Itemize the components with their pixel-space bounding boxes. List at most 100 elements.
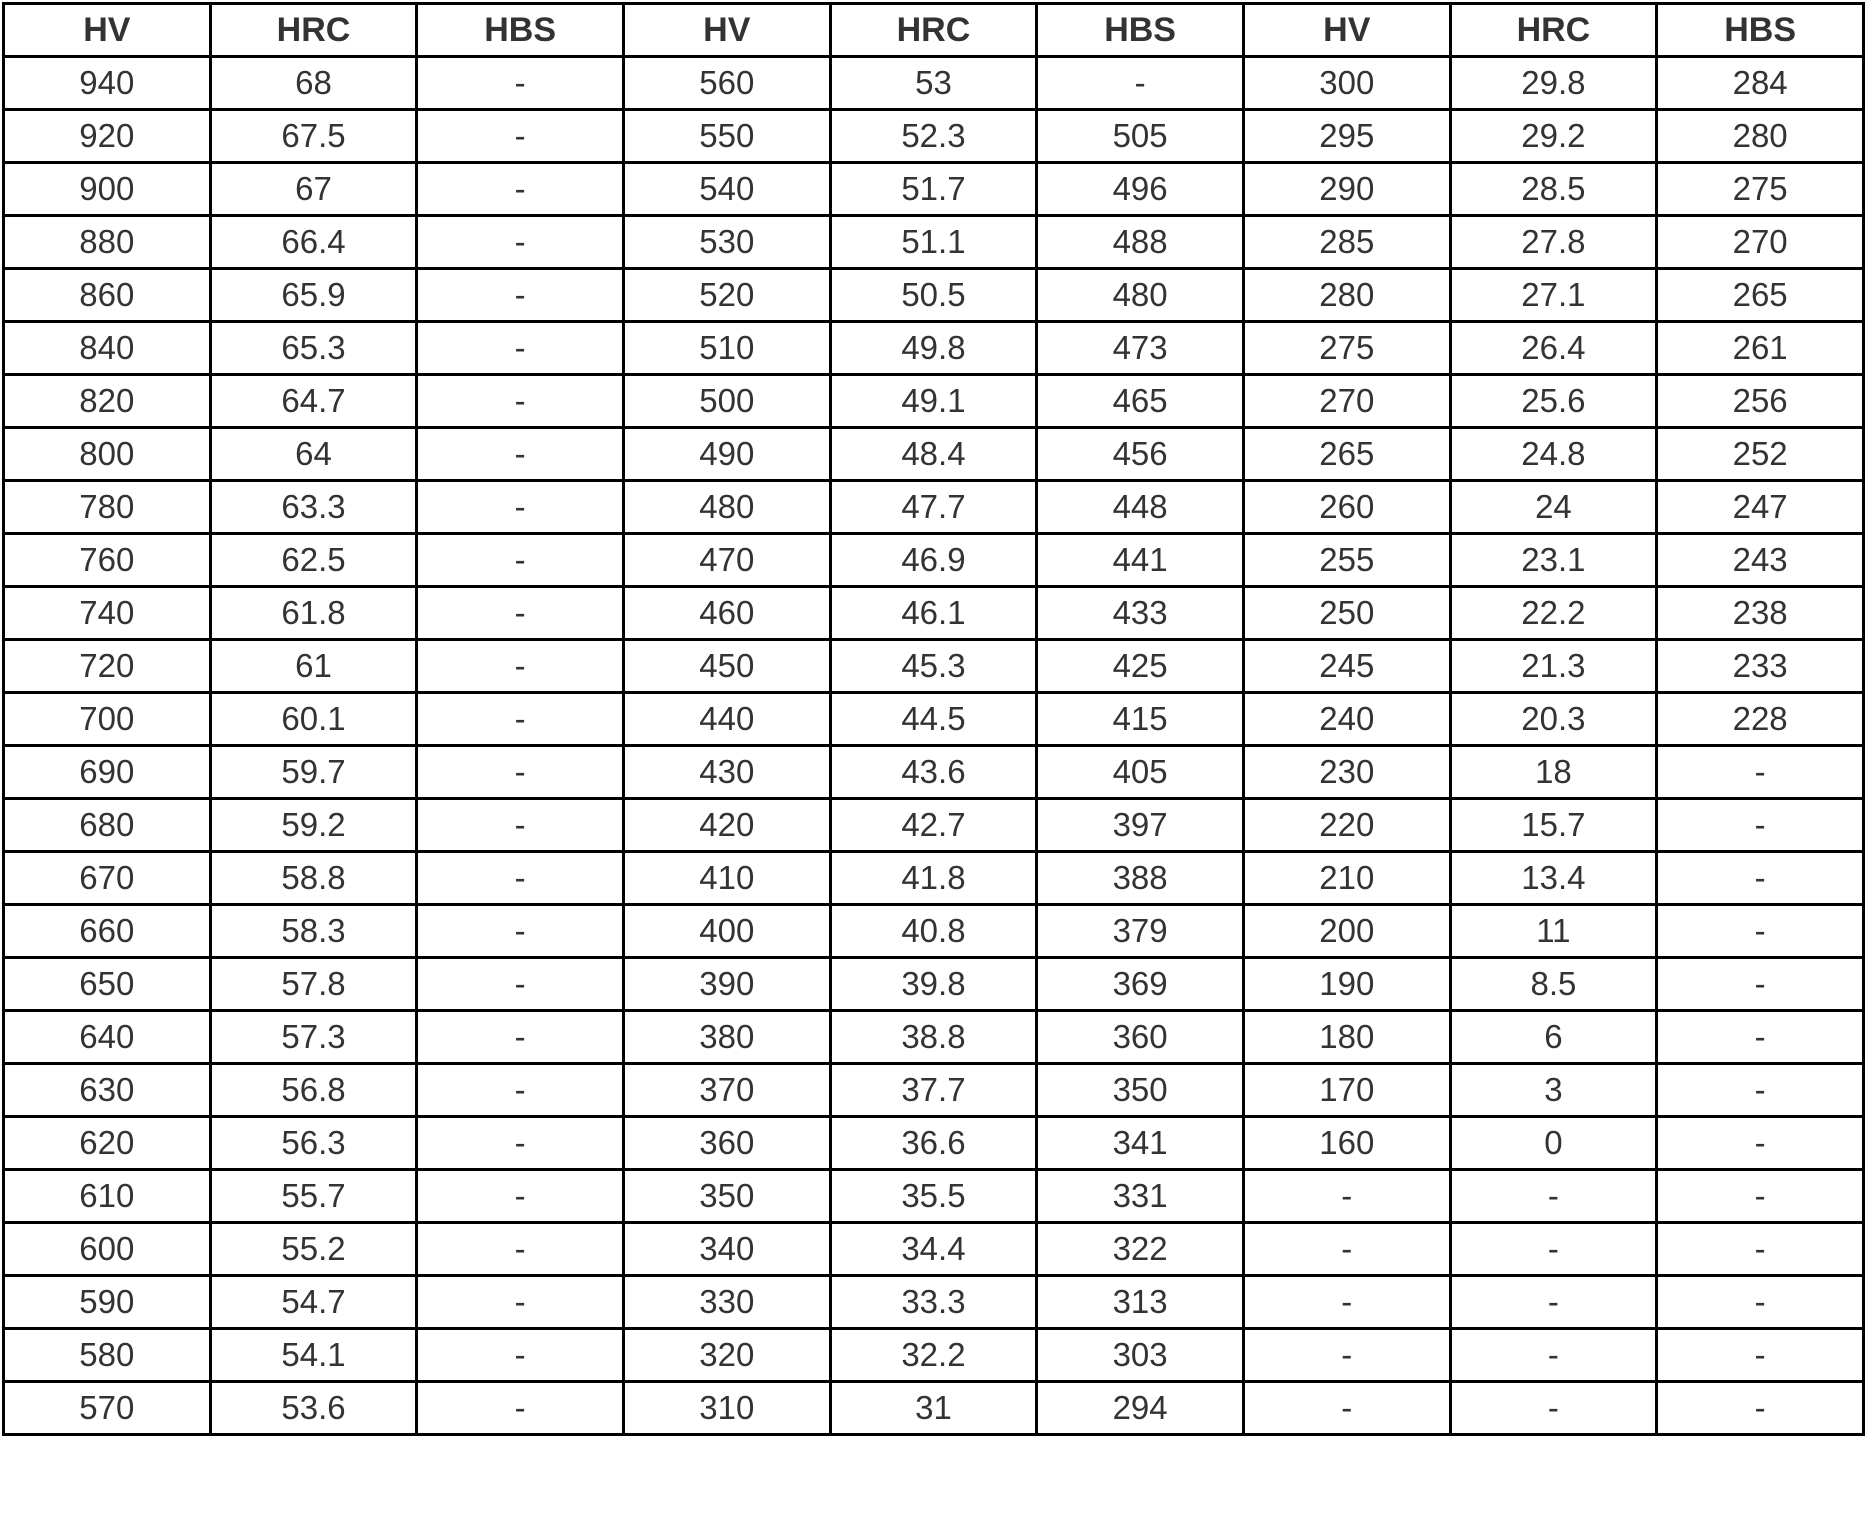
table-cell-hrc: 39.8 [828,956,1039,1012]
table-cell-hv: - [1241,1274,1452,1330]
table-cell-hrc: 53 [828,55,1039,111]
table-cell-hrc: - [1448,1380,1659,1436]
table-cell-hv: 370 [621,1062,832,1118]
table-cell-hrc: 13.4 [1448,850,1659,906]
table-cell-hrc: 46.1 [828,585,1039,641]
table-row: 780 63.3-480 47.7 448 260 24 247 [2,479,1865,535]
table-cell-hrc: 25.6 [1448,373,1659,429]
table-cell-hbs: 405 [1035,744,1245,800]
table-cell-hbs: 379 [1035,903,1245,959]
table-cell-hbs: - [1655,1009,1865,1065]
table-cell-hbs: - [415,1380,625,1436]
table-cell-hbs: 496 [1035,161,1245,217]
table-row: 920 67.5-550 52.3 505 295 29.2 280 [2,108,1865,164]
table-cell-hv: 320 [621,1327,832,1383]
column-header-hbs: HBS [1035,2,1245,58]
table-row: 640 57.3-380 38.8 360 180 6- [2,1009,1865,1065]
table-cell-hv: 260 [1241,479,1452,535]
table-cell-hbs: 505 [1035,108,1245,164]
table-cell-hv: 690 [2,744,212,800]
table-cell-hv: 280 [1241,267,1452,323]
table-cell-hv: 255 [1241,532,1452,588]
table-cell-hbs: - [415,1115,625,1171]
table-cell-hv: 300 [1241,55,1452,111]
table-cell-hv: 470 [621,532,832,588]
table-cell-hbs: 369 [1035,956,1245,1012]
table-cell-hbs: - [415,1221,625,1277]
table-cell-hv: 520 [621,267,832,323]
table-cell-hv: - [1241,1380,1452,1436]
table-cell-hbs: 265 [1655,267,1865,323]
table-cell-hbs: - [1655,1380,1865,1436]
table-cell-hrc: 58.3 [208,903,419,959]
table-cell-hrc: 42.7 [828,797,1039,853]
table-cell-hbs: - [1655,797,1865,853]
table-cell-hv: 650 [2,956,212,1012]
table-row: 620 56.3-360 36.6 341 160 0- [2,1115,1865,1171]
table-cell-hbs: - [415,267,625,323]
table-cell-hv: 210 [1241,850,1452,906]
table-cell-hbs: 350 [1035,1062,1245,1118]
table-row: 800 64-490 48.4 456 265 24.8 252 [2,426,1865,482]
table-cell-hbs: - [415,161,625,217]
table-header: HV HRC HBS HV HRC HBS HV HRC HBS [2,2,1865,58]
table-cell-hrc: 54.1 [208,1327,419,1383]
table-cell-hv: 330 [621,1274,832,1330]
table-cell-hbs: 465 [1035,373,1245,429]
table-cell-hv: 640 [2,1009,212,1065]
table-cell-hbs: - [1655,1115,1865,1171]
table-cell-hbs: - [415,55,625,111]
table-cell-hbs: 238 [1655,585,1865,641]
table-cell-hrc: 0 [1448,1115,1659,1171]
table-cell-hv: 390 [621,956,832,1012]
table-cell-hrc: 28.5 [1448,161,1659,217]
table-cell-hrc: 56.8 [208,1062,419,1118]
table-cell-hbs: - [1655,1062,1865,1118]
table-cell-hv: 600 [2,1221,212,1277]
column-header-hrc: HRC [1448,2,1659,58]
table-cell-hrc: 49.8 [828,320,1039,376]
table-cell-hbs: 322 [1035,1221,1245,1277]
table-cell-hrc: - [1448,1327,1659,1383]
table-cell-hv: 350 [621,1168,832,1224]
table-row: 580 54.1-320 32.2 303- - - [2,1327,1865,1383]
table-cell-hbs: - [415,691,625,747]
table-cell-hv: 270 [1241,373,1452,429]
table-cell-hrc: 65.9 [208,267,419,323]
table-cell-hbs: 252 [1655,426,1865,482]
table-cell-hv: 190 [1241,956,1452,1012]
table-cell-hbs: - [1655,850,1865,906]
table-cell-hv: 275 [1241,320,1452,376]
table-row: 600 55.2-340 34.4 322- - - [2,1221,1865,1277]
table-cell-hv: 540 [621,161,832,217]
table-cell-hrc: - [1448,1221,1659,1277]
table-cell-hrc: 66.4 [208,214,419,270]
table-cell-hv: 160 [1241,1115,1452,1171]
table-cell-hrc: 29.8 [1448,55,1659,111]
table-cell-hrc: 34.4 [828,1221,1039,1277]
table-cell-hrc: 51.7 [828,161,1039,217]
table-cell-hv: 660 [2,903,212,959]
table-cell-hbs: 247 [1655,479,1865,535]
table-cell-hrc: 57.8 [208,956,419,1012]
table-cell-hbs: - [415,1327,625,1383]
table-cell-hrc: 64.7 [208,373,419,429]
table-cell-hrc: 26.4 [1448,320,1659,376]
table-cell-hv: 620 [2,1115,212,1171]
table-cell-hbs: - [1655,1327,1865,1383]
table-cell-hbs: - [415,744,625,800]
table-cell-hbs: - [1655,1168,1865,1224]
table-row: 940 68-560 53-300 29.8 284 [2,55,1865,111]
table-cell-hbs: 228 [1655,691,1865,747]
table-cell-hbs: 243 [1655,532,1865,588]
table-cell-hrc: 55.2 [208,1221,419,1277]
table-cell-hrc: 46.9 [828,532,1039,588]
table-row: 700 60.1-440 44.5 415 240 20.3 228 [2,691,1865,747]
table-cell-hbs: - [415,797,625,853]
table-cell-hbs: 488 [1035,214,1245,270]
table-cell-hv: 180 [1241,1009,1452,1065]
table-row: 900 67-540 51.7 496 290 28.5 275 [2,161,1865,217]
table-cell-hbs: - [1655,1221,1865,1277]
table-cell-hv: 360 [621,1115,832,1171]
table-cell-hrc: 60.1 [208,691,419,747]
